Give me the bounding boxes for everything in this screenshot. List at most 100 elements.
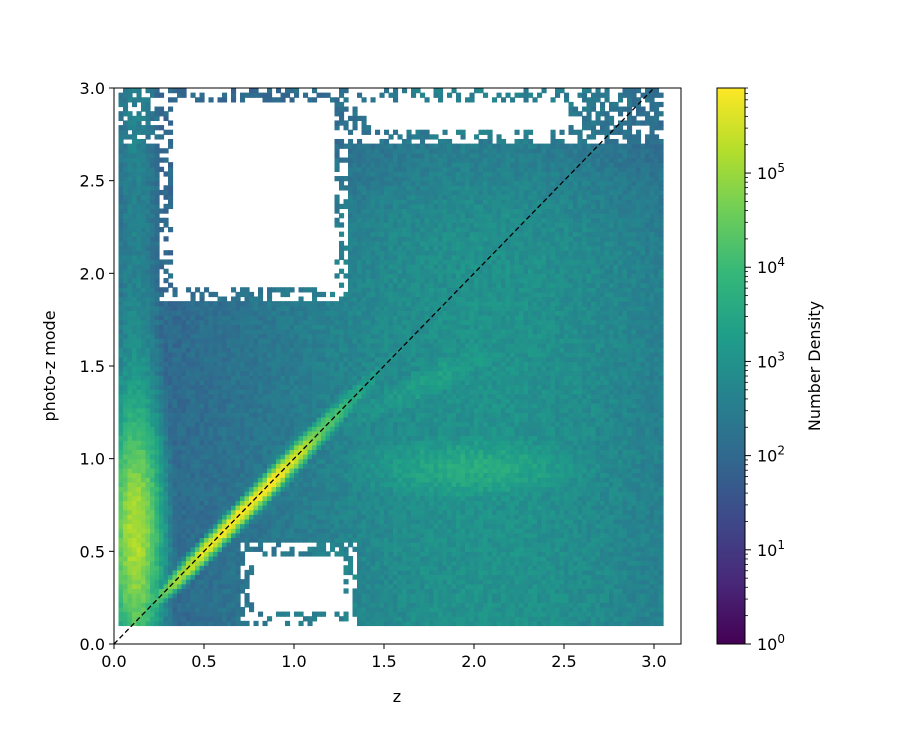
- heatmap-cell: [262, 495, 268, 501]
- heatmap-cell: [253, 88, 259, 94]
- heatmap-cell: [222, 611, 228, 617]
- heatmap-cell: [330, 454, 336, 460]
- heatmap-cell: [285, 403, 291, 409]
- heatmap-cell: [312, 454, 318, 460]
- heatmap-cell: [312, 398, 318, 404]
- heatmap-cell: [141, 333, 147, 339]
- heatmap-cell: [213, 416, 219, 423]
- heatmap-cell: [159, 342, 165, 349]
- heatmap-cell: [388, 356, 394, 362]
- heatmap-cell: [348, 148, 354, 154]
- heatmap-cell: [132, 268, 138, 274]
- heatmap-cell: [334, 389, 340, 395]
- heatmap-cell: [208, 606, 214, 613]
- heatmap-cell: [231, 352, 237, 358]
- heatmap-cell: [357, 449, 363, 455]
- heatmap-cell: [199, 352, 205, 358]
- heatmap-cell: [190, 569, 196, 576]
- heatmap-cell: [190, 449, 196, 455]
- heatmap-cell: [145, 231, 151, 237]
- heatmap-cell: [141, 505, 147, 511]
- heatmap-cell: [366, 208, 372, 214]
- heatmap-cell: [136, 393, 142, 400]
- heatmap-cell: [145, 491, 151, 497]
- heatmap-cell: [384, 356, 390, 362]
- heatmap-cell: [366, 518, 372, 525]
- heatmap-cell: [307, 500, 313, 506]
- heatmap-cell: [289, 287, 295, 293]
- heatmap-cell: [393, 528, 399, 534]
- heatmap-cell: [226, 370, 232, 376]
- heatmap-cell: [168, 491, 174, 497]
- heatmap-cell: [141, 189, 147, 196]
- heatmap-cell: [258, 546, 264, 552]
- heatmap-cell: [195, 416, 201, 423]
- heatmap-cell: [177, 361, 183, 367]
- heatmap-cell: [321, 611, 327, 617]
- heatmap-cell: [325, 477, 331, 483]
- heatmap-cell: [132, 347, 138, 353]
- heatmap-cell: [271, 416, 277, 423]
- heatmap-cell: [316, 481, 322, 488]
- heatmap-cell: [159, 583, 165, 589]
- heatmap-cell: [222, 518, 228, 525]
- heatmap-cell: [136, 551, 142, 557]
- heatmap-cell: [186, 505, 192, 511]
- heatmap-cell: [127, 305, 133, 311]
- heatmap-cell: [370, 342, 376, 349]
- heatmap-cell: [343, 421, 349, 427]
- heatmap-cell: [145, 620, 151, 627]
- heatmap-cell: [330, 347, 336, 353]
- heatmap-cell: [379, 472, 385, 478]
- heatmap-cell: [289, 97, 295, 103]
- heatmap-cell: [172, 421, 178, 427]
- heatmap-cell: [334, 176, 340, 182]
- heatmap-cell: [334, 199, 340, 205]
- heatmap-cell: [357, 421, 363, 427]
- heatmap-cell: [379, 277, 385, 284]
- heatmap-cell: [181, 500, 187, 506]
- heatmap-cell: [235, 338, 241, 344]
- heatmap-cell: [253, 333, 259, 339]
- heatmap-cell: [204, 305, 210, 311]
- heatmap-cell: [375, 518, 381, 525]
- heatmap-cell: [150, 287, 156, 293]
- heatmap-cell: [150, 528, 156, 534]
- heatmap-cell: [334, 454, 340, 460]
- heatmap-cell: [249, 296, 255, 302]
- heatmap-cell: [379, 449, 385, 455]
- heatmap-cell: [127, 495, 133, 501]
- heatmap-cell: [325, 342, 331, 349]
- heatmap-cell: [190, 481, 196, 488]
- heatmap-cell: [118, 384, 124, 390]
- heatmap-cell: [154, 231, 160, 237]
- heatmap-cell: [334, 384, 340, 390]
- heatmap-cell: [199, 542, 205, 548]
- heatmap-cell: [366, 171, 372, 177]
- heatmap-cell: [150, 518, 156, 525]
- heatmap-cell: [123, 338, 129, 344]
- heatmap-cell: [294, 430, 300, 437]
- heatmap-cell: [208, 495, 214, 501]
- heatmap-cell: [384, 361, 390, 367]
- heatmap-cell: [348, 264, 354, 270]
- heatmap-cell: [343, 532, 349, 539]
- heatmap-cell: [352, 208, 358, 214]
- heatmap-cell: [235, 495, 241, 501]
- heatmap-cell: [370, 264, 376, 270]
- heatmap-cell: [379, 611, 385, 617]
- heatmap-cell: [177, 602, 183, 608]
- heatmap-cell: [253, 421, 259, 427]
- heatmap-cell: [154, 347, 160, 353]
- heatmap-cell: [325, 463, 331, 469]
- heatmap-cell: [370, 593, 376, 599]
- heatmap-cell: [375, 435, 381, 441]
- heatmap-cell: [199, 430, 205, 437]
- heatmap-cell: [361, 129, 367, 135]
- heatmap-cell: [334, 366, 340, 372]
- heatmap-cell: [271, 486, 277, 492]
- heatmap-cell: [334, 375, 340, 381]
- heatmap-cell: [352, 375, 358, 381]
- heatmap-cell: [361, 231, 367, 237]
- heatmap-cell: [276, 301, 282, 307]
